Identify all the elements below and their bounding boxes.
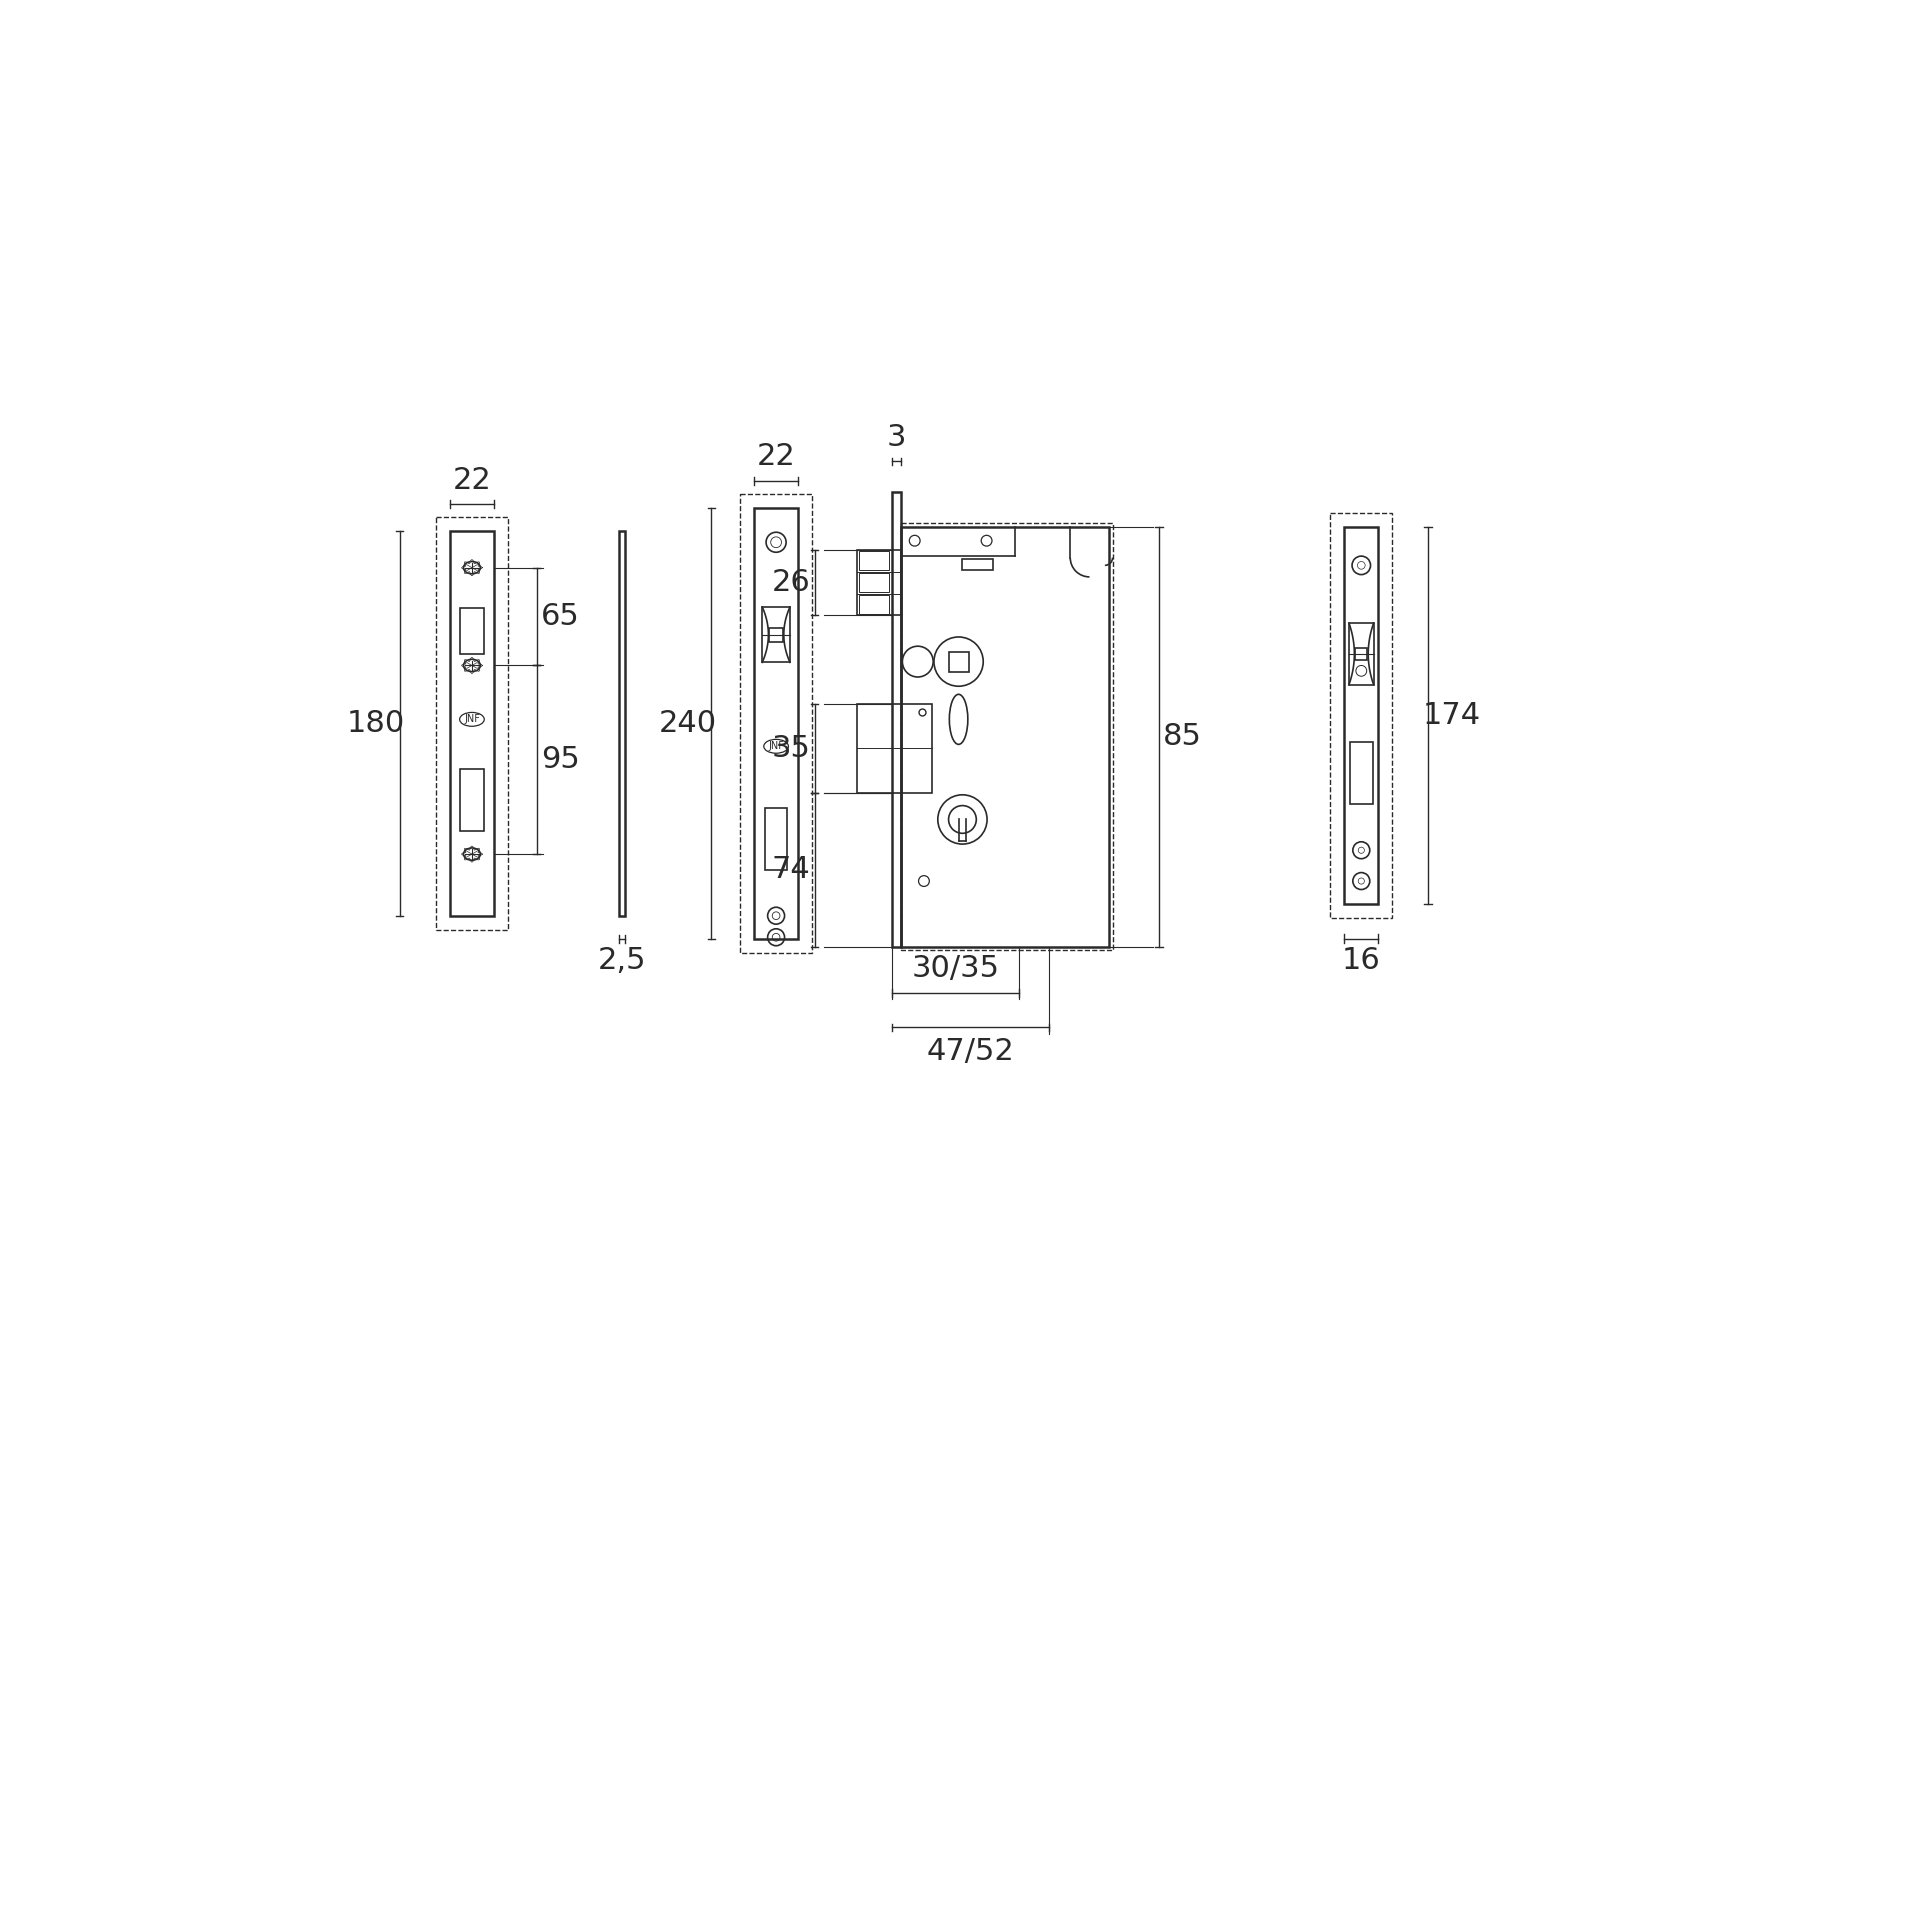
Text: 85: 85 <box>1164 722 1202 751</box>
Bar <box>739 493 812 952</box>
Text: 65: 65 <box>541 603 580 632</box>
Text: 180: 180 <box>348 708 405 737</box>
Bar <box>1350 743 1373 804</box>
Text: 22: 22 <box>756 442 795 472</box>
Bar <box>1331 513 1392 918</box>
Text: 240: 240 <box>659 708 716 737</box>
Text: 35: 35 <box>772 733 810 762</box>
Bar <box>860 595 889 614</box>
Bar <box>459 770 484 831</box>
Text: 16: 16 <box>1342 947 1380 975</box>
Bar <box>618 530 626 916</box>
Bar <box>1344 526 1379 904</box>
Bar <box>762 607 789 662</box>
Bar <box>1350 624 1373 685</box>
Bar <box>755 507 799 939</box>
Text: 174: 174 <box>1423 701 1480 730</box>
Text: 47/52: 47/52 <box>927 1037 1014 1066</box>
Bar <box>891 492 900 947</box>
Bar <box>900 526 1108 947</box>
Bar <box>856 705 931 793</box>
Bar <box>860 551 889 570</box>
Bar <box>860 574 889 591</box>
Text: JNF: JNF <box>465 714 480 724</box>
Bar <box>948 651 968 672</box>
Text: 95: 95 <box>541 745 580 774</box>
Bar <box>1356 647 1367 660</box>
Bar <box>962 559 993 570</box>
Bar <box>856 549 900 616</box>
Text: 26: 26 <box>772 568 810 597</box>
Text: 2,5: 2,5 <box>597 947 647 975</box>
Bar <box>449 530 493 916</box>
Text: JNF: JNF <box>768 741 783 751</box>
Bar <box>436 516 509 929</box>
Text: 22: 22 <box>453 465 492 495</box>
Bar <box>900 522 1112 950</box>
Text: 3: 3 <box>887 422 906 453</box>
Text: 74: 74 <box>772 854 810 883</box>
Bar <box>766 808 787 870</box>
Bar <box>770 628 783 641</box>
Bar <box>459 609 484 655</box>
Text: 30/35: 30/35 <box>912 954 998 983</box>
